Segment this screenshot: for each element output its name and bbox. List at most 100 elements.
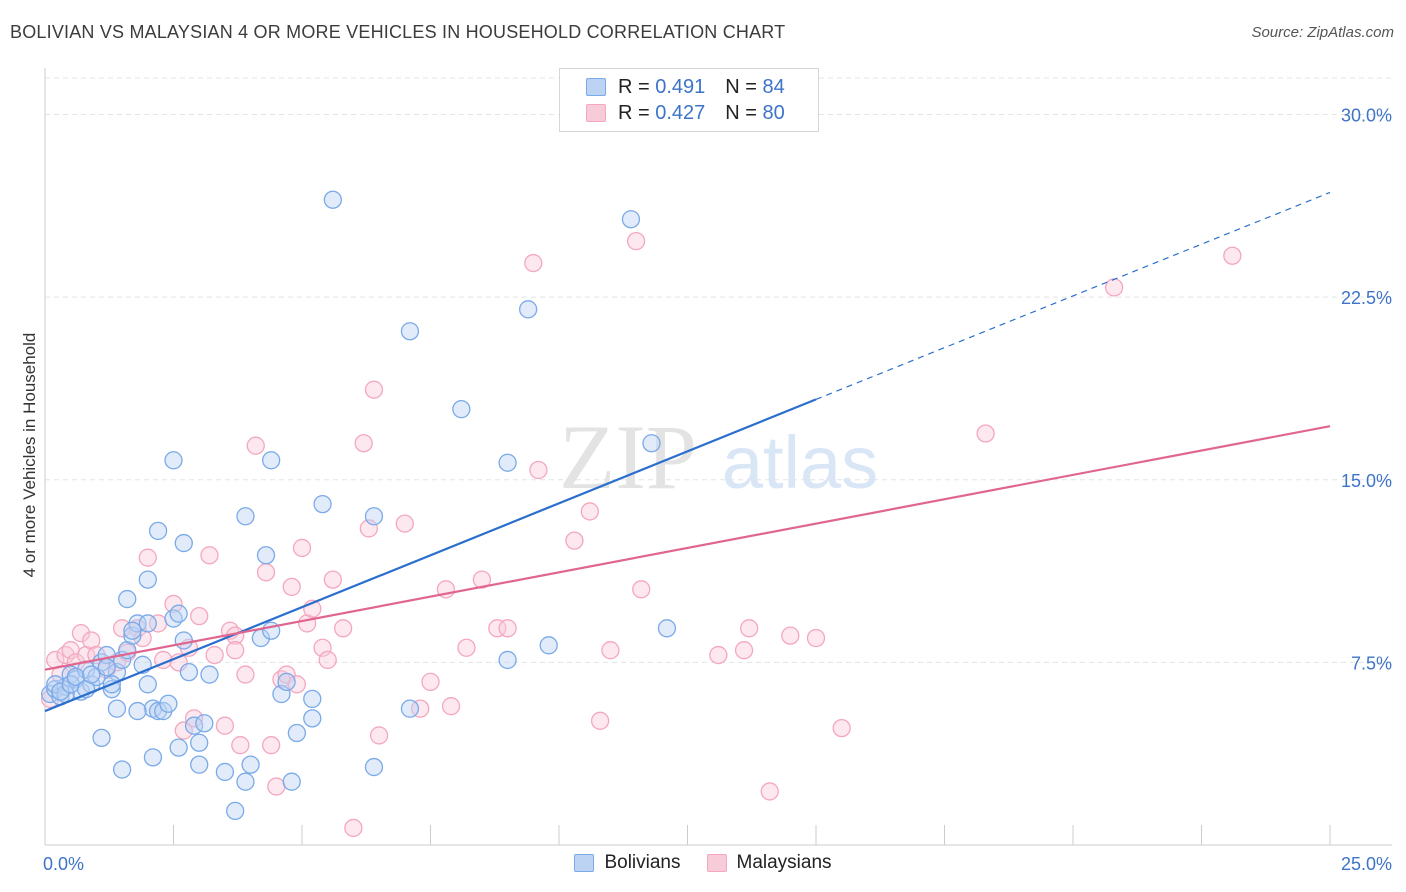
bolivian-point — [215, 762, 235, 782]
bolivian-point — [323, 190, 342, 209]
malaysian-point — [832, 718, 851, 738]
chart-title: BOLIVIAN VS MALAYSIAN 4 OR MORE VEHICLES… — [10, 22, 786, 42]
malaysian-point — [411, 699, 430, 718]
bolivian-point — [313, 494, 332, 514]
malaysian-point — [781, 626, 800, 645]
malaysian-point — [246, 436, 265, 455]
legend-box: R = 0.491 N = 84 R = 0.427 N = 80 — [559, 68, 819, 132]
malaysian-point — [364, 380, 384, 399]
bolivian-point — [123, 621, 142, 640]
malaysian-point — [734, 641, 754, 660]
bolivian-point — [262, 451, 281, 470]
bolivian-point — [138, 675, 157, 694]
bolivian-point — [148, 521, 168, 541]
legend-r-value: 0.427 — [655, 101, 706, 124]
malaysian-point — [333, 619, 353, 638]
malaysian-point — [318, 650, 337, 670]
malaysian-points — [40, 231, 1242, 838]
malaysian-point — [262, 736, 281, 755]
malaysian-point — [806, 628, 826, 648]
malaysian-point — [395, 514, 414, 533]
malaysian-point — [256, 563, 276, 582]
legend-n-value: 80 — [762, 101, 785, 124]
malaysian-point — [498, 619, 517, 638]
malaysian-point — [457, 638, 476, 657]
bottom-legend-label: Malaysians — [736, 852, 832, 873]
malaysian-point — [488, 619, 507, 638]
legend-swatch-bolivians — [586, 78, 606, 96]
bottom-legend-malaysians[interactable]: Malaysians — [706, 852, 832, 874]
bolivian-point — [112, 760, 132, 779]
malaysian-point — [626, 231, 646, 251]
malaysian-point — [200, 546, 219, 565]
axes — [44, 68, 1392, 846]
legend-r-value: 0.491 — [655, 75, 706, 98]
legend-r-label: R = — [618, 101, 650, 124]
malaysian-point — [226, 641, 245, 660]
bottom-legend-bolivians[interactable]: Bolivians — [574, 852, 681, 874]
bolivian-point — [97, 658, 116, 677]
malaysian-point — [1104, 278, 1124, 297]
bolivian-trend-line — [44, 398, 817, 713]
malaysian-point — [1223, 246, 1242, 265]
malaysian-point — [205, 645, 224, 665]
bolivian-point — [657, 619, 677, 638]
trend-lines — [44, 191, 1331, 713]
bolivian-point — [128, 701, 147, 721]
bolivian-point — [51, 682, 70, 701]
malaysian-point — [740, 619, 759, 638]
bolivian-point — [303, 709, 322, 728]
x-tick-label: 25.0% — [1341, 854, 1392, 874]
malaysian-point — [976, 424, 995, 443]
malaysian-point — [292, 538, 312, 558]
malaysian-point — [323, 570, 342, 589]
malaysian-point — [369, 726, 389, 745]
bolivian-point — [539, 636, 558, 655]
malaysian-trend-line — [44, 425, 1331, 671]
source-label: Source: ZipAtlas.com — [1251, 24, 1394, 41]
bolivian-point — [169, 738, 188, 757]
bolivian-point — [287, 723, 307, 743]
malaysian-point — [472, 570, 492, 589]
malaysian-point — [184, 709, 204, 728]
bolivian-point — [92, 728, 111, 748]
bolivian-point — [169, 604, 188, 623]
malaysian-point — [71, 624, 91, 643]
bolivian-point — [190, 755, 209, 774]
malaysian-point — [174, 721, 193, 740]
bolivian-point — [364, 507, 384, 526]
legend-r-label: R = — [618, 75, 650, 98]
malaysian-point — [56, 645, 75, 665]
bolivian-point — [200, 665, 219, 684]
bolivian-point — [159, 694, 178, 713]
malaysian-point — [632, 580, 651, 599]
tick-labels: 7.5% 15.0% 22.5% 30.0% 0.0% 25.0% — [43, 106, 1392, 874]
bolivian-point — [226, 801, 245, 821]
malaysian-point — [421, 672, 440, 692]
bolivian-point — [236, 507, 255, 526]
bolivian-trend-extension — [815, 191, 1331, 400]
malaysian-point — [267, 777, 286, 796]
malaysian-point — [590, 711, 610, 730]
malaysian-point — [524, 253, 543, 273]
bolivian-point — [400, 699, 420, 718]
bolivian-point — [498, 650, 517, 670]
bolivian-point — [164, 451, 183, 470]
malaysian-point — [231, 736, 250, 755]
bolivian-point — [498, 453, 517, 472]
bolivian-point — [118, 589, 137, 609]
x-tick-label: 0.0% — [43, 854, 84, 874]
watermark-atlas: atlas — [722, 421, 878, 504]
malaysian-point — [760, 782, 779, 801]
bolivian-point — [174, 533, 193, 553]
watermark: ZIP atlas — [559, 406, 878, 508]
grid-lines — [45, 77, 1392, 663]
legend-n-label: N = — [725, 101, 757, 124]
legend-row-malaysians: R = 0.427 N = 80 — [586, 101, 785, 125]
bolivian-point — [621, 210, 641, 229]
malaysian-point — [441, 697, 461, 716]
bolivian-point — [236, 772, 255, 791]
bolivian-point — [195, 714, 214, 733]
malaysian-point — [164, 594, 183, 614]
